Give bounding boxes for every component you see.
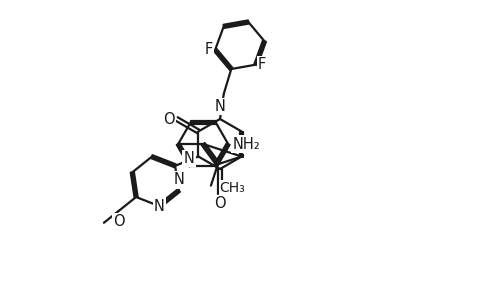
Text: N: N [183,151,195,166]
Text: O: O [163,112,175,126]
Text: O: O [214,196,226,211]
Text: F: F [258,57,266,72]
Text: S: S [245,138,254,152]
Text: N: N [154,199,165,214]
Text: O: O [113,214,124,229]
Text: N: N [215,99,225,114]
Text: NH₂: NH₂ [232,136,260,152]
Text: F: F [205,42,213,57]
Text: CH₃: CH₃ [220,181,245,195]
Text: N: N [173,173,184,187]
